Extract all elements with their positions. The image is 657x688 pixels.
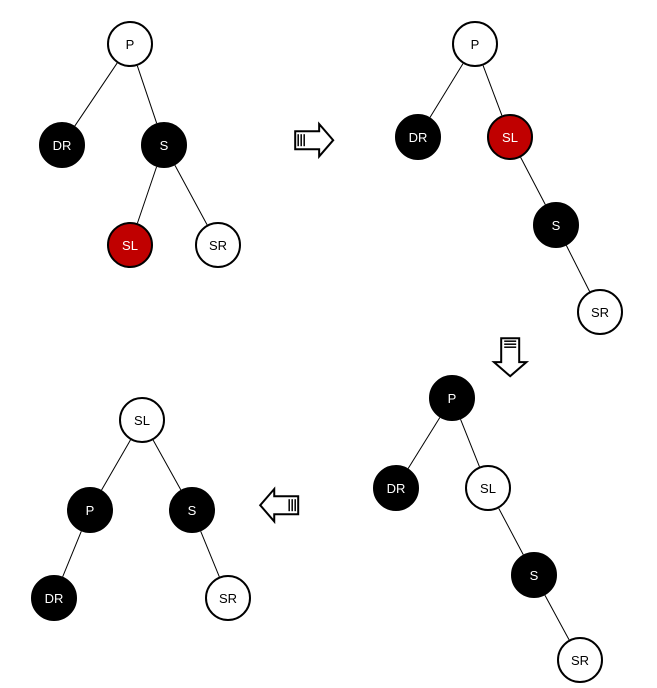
node-label: SR (591, 305, 609, 320)
tree-node-dr: DR (31, 575, 77, 621)
tree-edge (430, 64, 463, 118)
transition-arrow (456, 284, 564, 392)
node-label: SL (480, 481, 496, 496)
node-label: SL (502, 130, 518, 145)
transition-arrow (241, 86, 349, 194)
tree-node-p: P (107, 21, 153, 67)
tree-edge (483, 66, 502, 116)
tree-node-p: P (452, 21, 498, 67)
node-label: DR (409, 130, 428, 145)
tree-node-sl: SL (119, 397, 165, 443)
tree-node-sr: SR (577, 289, 623, 335)
tree-node-sr: SR (557, 637, 603, 683)
tree-edge (566, 246, 589, 292)
tree-edge (408, 418, 440, 469)
transition-arrow (244, 451, 352, 559)
tree-edge (102, 440, 131, 490)
node-label: SL (122, 238, 138, 253)
tree-node-sl: SL (465, 465, 511, 511)
node-label: S (188, 503, 197, 518)
tree-node-s: S (141, 122, 187, 168)
tree-node-s: S (169, 487, 215, 533)
node-label: SL (134, 413, 150, 428)
diagram-canvas: P DR S SL SR P DR SL S SR P DR SL S SR SL P S DR SR (0, 0, 657, 688)
tree-node-sl: SL (487, 114, 533, 160)
node-label: S (552, 218, 561, 233)
node-label: DR (45, 591, 64, 606)
tree-edge (175, 165, 207, 225)
node-label: DR (53, 138, 72, 153)
tree-edge (75, 63, 117, 126)
node-label: S (530, 568, 539, 583)
tree-edge (545, 595, 569, 640)
node-label: P (126, 37, 135, 52)
tree-node-sr: SR (195, 222, 241, 268)
tree-edge (137, 66, 156, 123)
tree-edge (201, 531, 220, 576)
tree-edge (137, 167, 156, 223)
tree-node-dr: DR (373, 465, 419, 511)
tree-node-s: S (511, 552, 557, 598)
node-label: P (86, 503, 95, 518)
tree-node-sr: SR (205, 575, 251, 621)
node-label: SR (571, 653, 589, 668)
node-label: P (448, 391, 457, 406)
tree-edge (499, 508, 523, 554)
node-label: SR (209, 238, 227, 253)
tree-edge (521, 157, 546, 204)
node-label: DR (387, 481, 406, 496)
tree-node-s: S (533, 202, 579, 248)
node-label: P (471, 37, 480, 52)
node-label: SR (219, 591, 237, 606)
tree-node-sl: SL (107, 222, 153, 268)
tree-edge (461, 419, 480, 466)
tree-edge (63, 531, 82, 576)
node-label: S (160, 138, 169, 153)
tree-node-p: P (67, 487, 113, 533)
tree-edge (153, 440, 181, 490)
tree-node-dr: DR (395, 114, 441, 160)
tree-node-dr: DR (39, 122, 85, 168)
